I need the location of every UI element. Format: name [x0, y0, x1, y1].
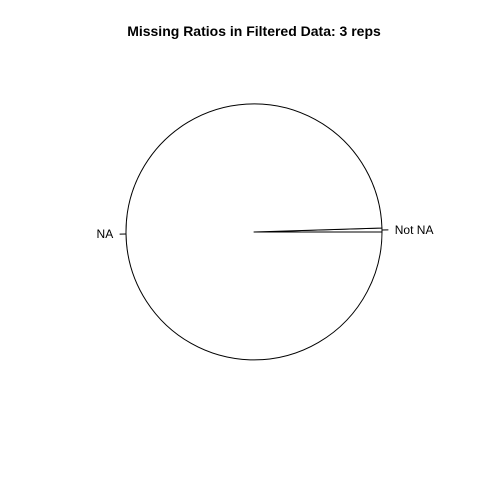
pie-label-not-na: Not NA [395, 223, 434, 237]
pie-slices [125, 103, 383, 361]
pie-label-na: NA [97, 227, 114, 241]
pie-slice-na [125, 103, 383, 361]
pie-labels: Not NA NA [97, 223, 434, 241]
chart-title: Missing Ratios in Filtered Data: 3 reps [127, 23, 381, 39]
